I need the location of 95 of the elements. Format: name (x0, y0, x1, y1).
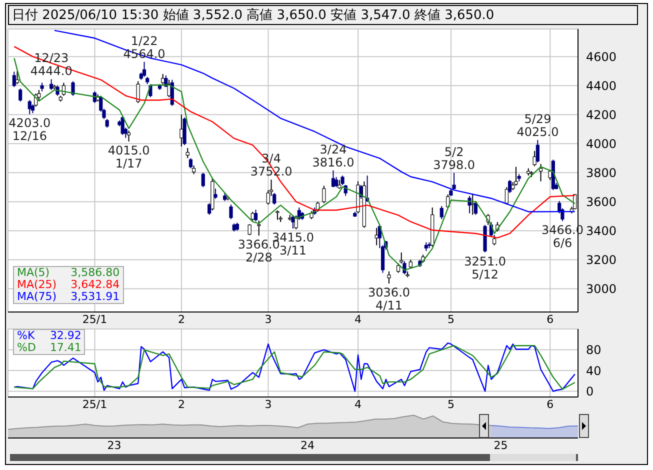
candlestick (50, 78, 54, 90)
candlestick (536, 140, 540, 164)
candlestick (322, 185, 326, 204)
annotation: 3/24 (320, 142, 347, 156)
candlestick (504, 186, 508, 206)
annotation: 32.92 (50, 329, 82, 342)
candlestick (214, 188, 218, 200)
annotation: 3,642.84 (70, 278, 120, 291)
text: MA(75) (17, 290, 57, 303)
annotation: 2/28 (245, 250, 272, 265)
text: MA(25) (17, 278, 57, 291)
x-tick-label: 2 (178, 398, 185, 411)
y-tick-label: 4400 (586, 78, 617, 93)
annotation: 12/16 (12, 129, 47, 144)
candlestick (492, 234, 496, 246)
candlestick (276, 210, 280, 220)
candlestick (257, 220, 261, 236)
annotation: 3798.0 (433, 158, 476, 172)
x-tick-label: 4 (354, 312, 362, 326)
x-tick-label: 4 (354, 398, 362, 411)
candlestick (470, 193, 474, 216)
candlestick (331, 170, 336, 188)
y-tick-label: 0 (586, 384, 594, 399)
candlestick (400, 252, 404, 264)
candlestick (18, 88, 22, 102)
y-tick-label: 3600 (586, 194, 617, 209)
annotation: 5/12 (472, 267, 499, 282)
annotation: 5/29 (524, 112, 552, 126)
text: %D (17, 341, 36, 354)
candlestick (142, 61, 146, 78)
x-tick-label: 24 (300, 438, 314, 452)
annotation: 4203.0 (8, 116, 51, 130)
candlestick (254, 209, 258, 222)
candlestick (188, 158, 193, 169)
candlestick (229, 204, 233, 220)
annotation: 1/22 (130, 34, 158, 48)
annotation: 3816.0 (312, 155, 354, 170)
y-tick-label: 4200 (586, 108, 617, 122)
candlestick (474, 200, 478, 216)
candlestick (201, 172, 205, 188)
x-tick-label: 25/1 (82, 312, 108, 326)
y-tick-label: 80 (586, 343, 602, 358)
annotation: 4444.0 (30, 64, 72, 78)
candlestick (272, 192, 276, 206)
candlestick (294, 214, 298, 230)
annotation: 3,586.80 (70, 266, 120, 279)
annotation: 4/11 (376, 298, 403, 313)
annotation: 1/17 (115, 156, 142, 170)
text: MA(5) (17, 266, 50, 279)
x-tick-label: 23 (107, 438, 122, 452)
y-tick-label: 4000 (586, 136, 617, 151)
candlestick (136, 80, 140, 104)
candlestick (164, 74, 168, 88)
candlestick (387, 270, 391, 284)
annotation: 6/6 (552, 236, 572, 250)
annotation: 4025.0 (516, 125, 559, 140)
candlestick (71, 80, 75, 96)
candlestick (186, 148, 190, 159)
annotation: 12/23 (34, 51, 69, 66)
x-tick-label: 25 (494, 438, 508, 452)
candlestick (12, 71, 16, 88)
candlestick (15, 70, 20, 85)
y-tick-label: 3000 (586, 282, 617, 296)
x-tick-label: 3 (264, 398, 272, 411)
annotation: 5/2 (444, 144, 464, 159)
candlestick (508, 179, 512, 194)
annotation: 4015.0 (108, 143, 150, 158)
x-tick-label: 5 (447, 312, 454, 326)
y-tick-label: 3200 (586, 253, 617, 268)
y-tick-label: 40 (586, 364, 602, 378)
y-tick-label: 4600 (586, 50, 617, 64)
candlestick (538, 163, 543, 182)
annotation: 3036.0 (368, 286, 410, 300)
x-tick-label: 6 (546, 398, 554, 411)
x-tick-label: 5 (447, 398, 454, 411)
x-tick-label: 25/1 (82, 398, 108, 411)
candlestick (334, 176, 338, 188)
y-tick-label: 3800 (586, 166, 617, 180)
x-tick-label: 3 (264, 312, 272, 326)
candlestick (514, 166, 518, 186)
annotation: 3251.0 (464, 254, 506, 268)
candlestick (440, 206, 444, 220)
candlestick (396, 262, 400, 274)
x-tick-label: 6 (546, 312, 554, 326)
annotation: 17.41 (50, 341, 82, 354)
y-tick-label: 3400 (586, 224, 617, 238)
chart-title: 日付 2025/06/10 15:30 始値 3,552.0 高値 3,650.0 安値 3,547.0 終値 3,650.0 (8, 5, 638, 25)
candlestick (28, 100, 32, 115)
text: %K (17, 329, 35, 342)
candlestick (120, 116, 124, 136)
x-tick-label: 2 (178, 312, 185, 326)
candlestick (126, 130, 131, 142)
annotation: 3/11 (280, 244, 306, 258)
candlestick (248, 224, 252, 236)
annotation: 3,531.91 (70, 290, 120, 303)
